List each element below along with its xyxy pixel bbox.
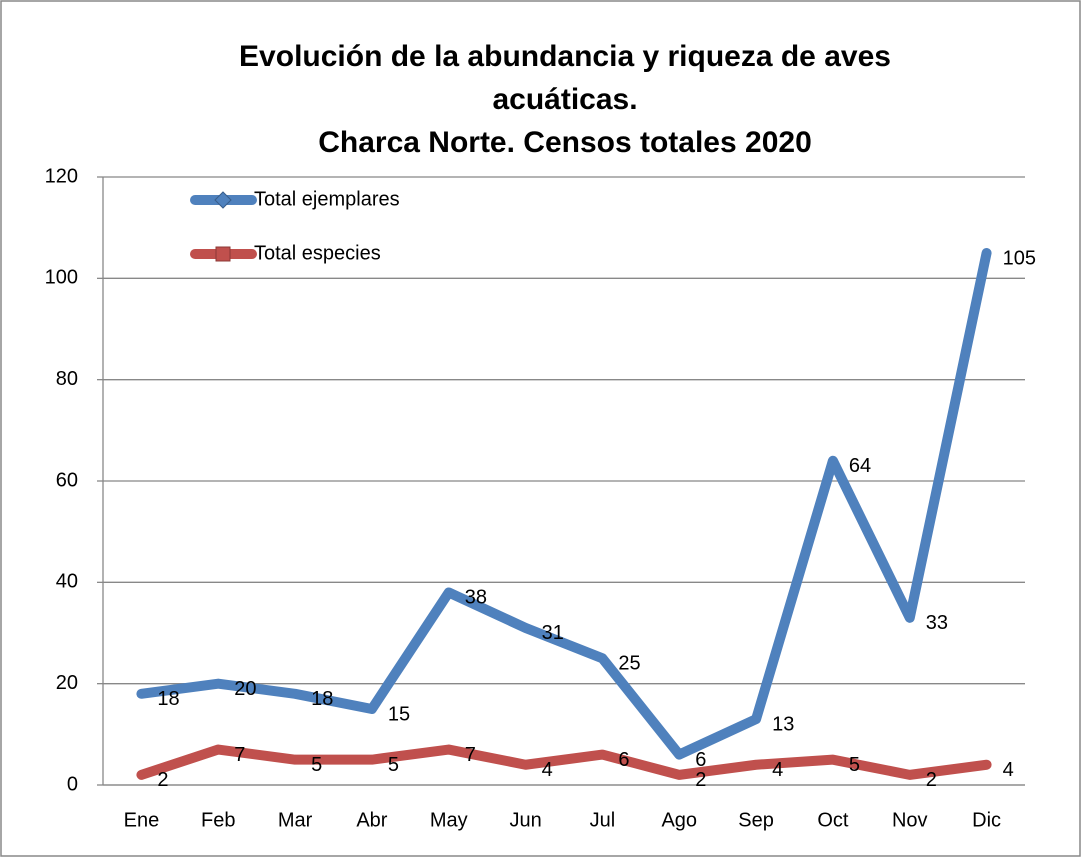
data-label: 4 <box>542 759 553 781</box>
x-tick-label: Ene <box>124 809 160 831</box>
data-label: 2 <box>926 769 937 791</box>
data-label: 33 <box>926 612 948 634</box>
series-line <box>136 744 992 780</box>
x-tick-label: Oct <box>817 809 849 831</box>
data-label: 15 <box>388 703 410 725</box>
y-tick-label: 80 <box>56 368 78 390</box>
chart-title: acuáticas. <box>492 83 637 116</box>
data-label: 13 <box>772 713 794 735</box>
data-label: 5 <box>388 754 399 776</box>
data-label: 2 <box>695 769 706 791</box>
data-label: 31 <box>542 622 564 644</box>
y-tick-label: 100 <box>45 267 78 289</box>
data-label: 6 <box>695 749 706 771</box>
data-label: 18 <box>157 688 179 710</box>
y-tick-label: 40 <box>56 571 78 593</box>
data-label: 7 <box>234 744 245 766</box>
x-tick-label: Mar <box>278 809 313 831</box>
y-tick-label: 60 <box>56 469 78 491</box>
chart-title: Evolución de la abundancia y riqueza de … <box>239 40 891 73</box>
data-label: 7 <box>465 744 476 766</box>
y-tick-label: 0 <box>67 773 78 795</box>
data-label: 4 <box>772 759 783 781</box>
data-label: 5 <box>311 754 322 776</box>
legend-label: Total especies <box>254 242 381 264</box>
data-label: 20 <box>234 678 256 700</box>
y-tick-label: 20 <box>56 672 78 694</box>
data-label: 4 <box>1003 759 1014 781</box>
x-tick-label: Jun <box>509 809 541 831</box>
x-tick-label: Dic <box>972 809 1001 831</box>
data-label: 5 <box>849 754 860 776</box>
data-label: 64 <box>849 455 871 477</box>
data-label: 6 <box>618 749 629 771</box>
y-tick-label: 120 <box>45 165 78 187</box>
data-label: 25 <box>618 653 640 675</box>
chart-title: Charca Norte. Censos totales 2020 <box>318 126 812 159</box>
data-label: 2 <box>157 769 168 791</box>
data-label: 105 <box>1003 247 1036 269</box>
legend-marker <box>214 191 232 209</box>
data-label: 18 <box>311 688 333 710</box>
x-tick-label: May <box>430 809 468 831</box>
legend-label: Total ejemplares <box>254 188 400 210</box>
x-tick-label: Ago <box>661 809 697 831</box>
series-line <box>136 248 992 760</box>
x-tick-label: Sep <box>738 809 774 831</box>
x-tick-label: Feb <box>201 809 235 831</box>
legend-marker <box>215 246 231 262</box>
data-label: 38 <box>465 587 487 609</box>
x-tick-label: Nov <box>892 809 928 831</box>
x-tick-label: Jul <box>590 809 616 831</box>
x-tick-label: Abr <box>356 809 387 831</box>
